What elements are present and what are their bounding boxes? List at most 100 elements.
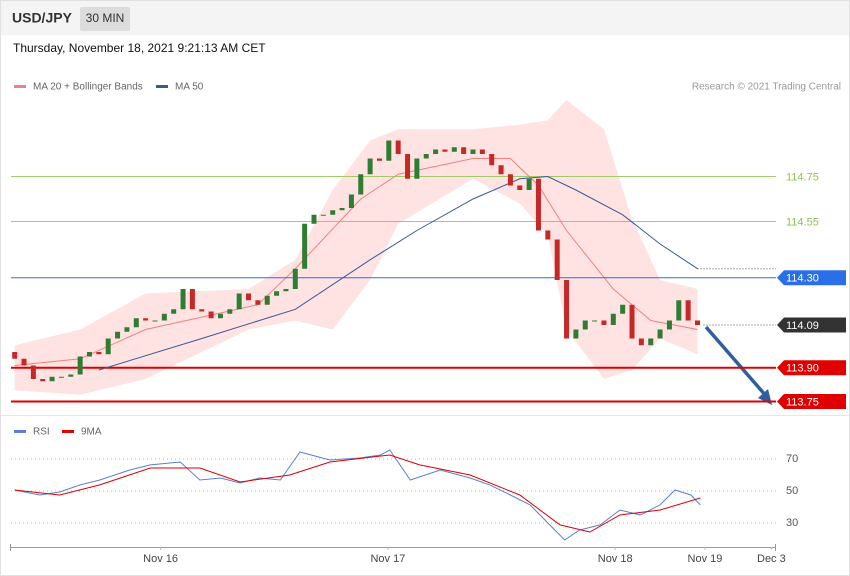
candle: [489, 154, 495, 166]
forecast-arrow: [704, 325, 769, 399]
level-label: 113.90: [786, 363, 819, 375]
candle: [49, 376, 55, 382]
chart-title: USD/JPY: [12, 10, 73, 26]
x-tick-label: Nov 17: [370, 553, 405, 565]
candle: [40, 379, 46, 382]
candle: [498, 165, 504, 175]
candle: [30, 365, 36, 379]
header-bar: [1, 1, 849, 35]
level-box: [777, 360, 846, 376]
candle: [124, 327, 130, 332]
candle: [21, 358, 27, 366]
candle: [638, 338, 644, 346]
candle: [386, 140, 392, 161]
candle: [58, 376, 64, 378]
candle: [12, 352, 18, 359]
candle: [451, 147, 457, 152]
legend-swatch: [14, 430, 26, 433]
ma20-line: [14, 158, 698, 366]
candle: [105, 338, 111, 355]
candle: [442, 149, 448, 152]
level-box: [777, 394, 846, 409]
candle: [610, 313, 616, 325]
candle: [189, 289, 195, 310]
candle: [311, 214, 317, 224]
legend-swatch: [156, 85, 168, 88]
interval-badge: [80, 7, 130, 31]
candle: [264, 295, 270, 305]
legend-label: 9MA: [81, 427, 102, 438]
candle: [77, 356, 83, 375]
candle: [208, 311, 214, 319]
candle: [517, 185, 523, 190]
candle: [564, 280, 570, 339]
candle: [199, 309, 205, 312]
candle: [694, 320, 700, 325]
x-tick-label: Nov 18: [598, 553, 633, 565]
candle: [573, 329, 579, 339]
candle: [236, 293, 242, 310]
candle: [554, 239, 560, 280]
candle: [171, 309, 177, 314]
candle: [330, 210, 336, 215]
credit: Research © 2021 Trading Central: [692, 82, 841, 93]
candle: [470, 149, 476, 154]
candle: [152, 320, 158, 322]
candle: [180, 289, 186, 310]
candle: [461, 147, 467, 154]
candle: [68, 374, 74, 377]
candle: [339, 208, 345, 211]
candle: [666, 320, 672, 330]
candle: [283, 289, 289, 292]
candle: [161, 313, 167, 321]
candle: [227, 309, 233, 314]
candle: [629, 304, 635, 339]
candle: [376, 158, 382, 161]
legend-label: RSI: [33, 427, 50, 438]
candle: [133, 318, 139, 328]
candle: [255, 300, 261, 305]
candle: [433, 149, 439, 154]
candle: [526, 178, 532, 190]
candle: [535, 178, 541, 231]
candle: [479, 149, 485, 154]
candle: [246, 293, 252, 301]
x-tick-label: Nov 19: [688, 553, 723, 565]
ma-line: [98, 175, 698, 371]
candle: [115, 331, 121, 339]
candle: [507, 174, 513, 186]
level-box: [777, 270, 846, 286]
candle: [217, 313, 223, 319]
candle: [320, 214, 326, 216]
candle: [648, 338, 654, 346]
candle: [87, 352, 93, 357]
candle: [545, 230, 551, 240]
level-label: 114.55: [786, 216, 819, 228]
level-label: 114.30: [786, 273, 819, 285]
candle: [592, 320, 598, 322]
level-label: 113.75: [786, 396, 819, 408]
candle: [395, 140, 401, 154]
legend-label: MA 50: [175, 82, 204, 93]
legend-swatch: [62, 430, 74, 433]
candle: [143, 318, 149, 321]
candle: [358, 174, 364, 195]
candle: [685, 300, 691, 321]
rsi-tick-label: 50: [786, 485, 798, 497]
x-tick-label: Dec 3: [757, 553, 786, 565]
candle: [292, 268, 298, 289]
candle: [423, 154, 429, 159]
candle: [348, 194, 354, 208]
timestamp: Thursday, November 18, 2021 9:21:13 AM C…: [13, 41, 266, 55]
level-label: 114.09: [786, 320, 819, 332]
rsi-line: [14, 454, 701, 533]
legend-label: MA 20 + Bollinger Bands: [33, 82, 143, 93]
candle: [96, 352, 102, 355]
x-tick-label: Nov 16: [143, 553, 178, 565]
interval-label: 30 MIN: [86, 11, 125, 25]
candle: [414, 158, 420, 179]
legend-swatch: [14, 85, 26, 88]
candle: [582, 320, 588, 330]
level-label: 114.75: [786, 171, 819, 183]
